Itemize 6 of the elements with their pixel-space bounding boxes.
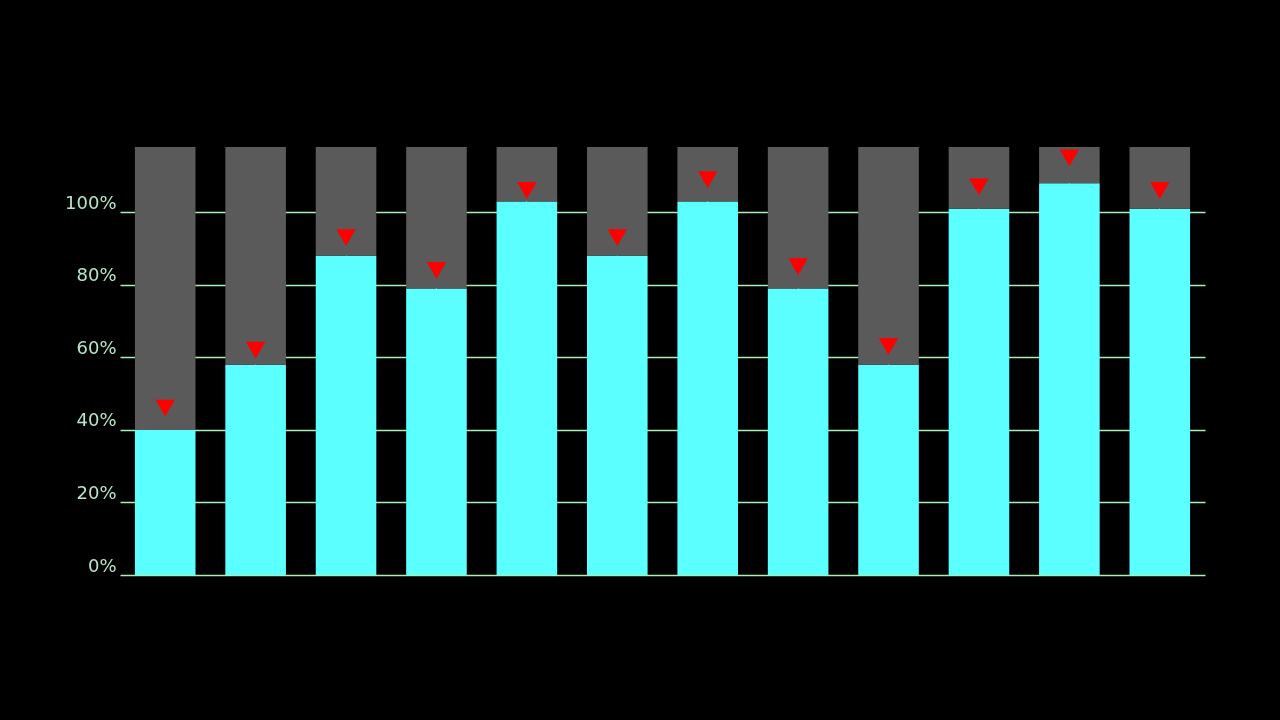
y-tick-label: 20% [76, 481, 117, 503]
y-tick-label: 0% [87, 554, 117, 576]
y-tick-label: 60% [76, 336, 117, 358]
y-tick-label: 80% [76, 264, 117, 286]
y-tick-label: 100% [65, 191, 117, 213]
y-tick-label: 40% [76, 409, 117, 431]
